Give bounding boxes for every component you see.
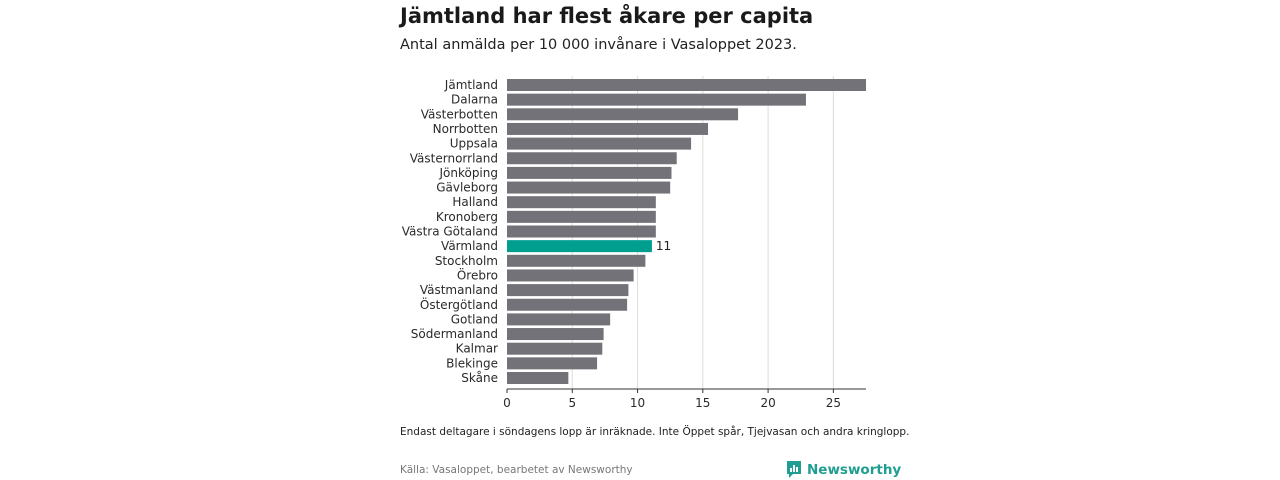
bar	[507, 254, 646, 267]
newsworthy-logo: Newsworthy	[786, 460, 901, 479]
category-label: Värmland	[441, 239, 498, 253]
category-label: Stockholm	[435, 254, 498, 268]
chart-subtitle: Antal anmälda per 10 000 invånare i Vasa…	[400, 37, 797, 53]
bar	[507, 313, 611, 326]
bar	[507, 137, 692, 150]
data-label: 11	[656, 239, 671, 253]
category-label: Blekinge	[446, 356, 498, 370]
chart-title: Jämtland har flest åkare per capita	[400, 4, 814, 28]
bar	[507, 93, 806, 106]
chart-card: Jämtland har flest åkare per capita Anta…	[400, 0, 909, 480]
category-label: Kalmar	[456, 342, 498, 356]
category-label: Norrbotten	[433, 122, 498, 136]
category-label: Västernorrland	[410, 151, 498, 165]
bar	[507, 122, 709, 135]
category-label: Jämtland	[444, 78, 498, 92]
bar	[507, 152, 677, 165]
x-tick-label: 0	[503, 396, 511, 410]
bar-chart: JämtlandDalarnaVästerbottenNorrbottenUpp…	[402, 76, 866, 410]
bar	[507, 284, 629, 297]
category-label: Östergötland	[420, 296, 498, 312]
category-label: Västerbotten	[421, 107, 498, 121]
category-label: Gotland	[451, 312, 498, 326]
category-label: Jönköping	[438, 166, 498, 180]
category-label: Skåne	[461, 371, 498, 385]
bar	[507, 225, 656, 238]
bar	[507, 357, 598, 370]
category-label: Västmanland	[420, 283, 498, 297]
bar	[507, 210, 656, 223]
bar	[507, 166, 672, 179]
category-label: Södermanland	[411, 327, 498, 341]
bar	[507, 79, 866, 91]
bar	[507, 196, 656, 209]
bar	[507, 240, 652, 253]
x-tick-label: 20	[760, 396, 775, 410]
x-tick-label: 25	[826, 396, 841, 410]
x-tick-label: 10	[630, 396, 645, 410]
category-label: Gävleborg	[436, 181, 498, 195]
newsworthy-logo-icon	[787, 461, 801, 478]
category-label: Dalarna	[451, 93, 498, 107]
brand-name: Newsworthy	[807, 461, 902, 478]
x-tick-label: 15	[695, 396, 710, 410]
bar	[507, 328, 604, 341]
bar	[507, 108, 739, 121]
category-label: Kronoberg	[436, 210, 498, 224]
bar	[507, 372, 569, 384]
bar	[507, 181, 671, 194]
bar	[507, 342, 603, 355]
x-tick-label: 5	[568, 396, 576, 410]
category-label: Halland	[452, 195, 498, 209]
chart-source: Källa: Vasaloppet, bearbetet av Newswort…	[400, 464, 633, 476]
category-label: Uppsala	[450, 137, 498, 151]
chart-note: Endast deltagare i söndagens lopp är inr…	[400, 426, 910, 438]
category-label: Västra Götaland	[402, 225, 498, 239]
bar	[507, 298, 628, 311]
bar	[507, 269, 634, 282]
category-label: Örebro	[457, 266, 498, 282]
